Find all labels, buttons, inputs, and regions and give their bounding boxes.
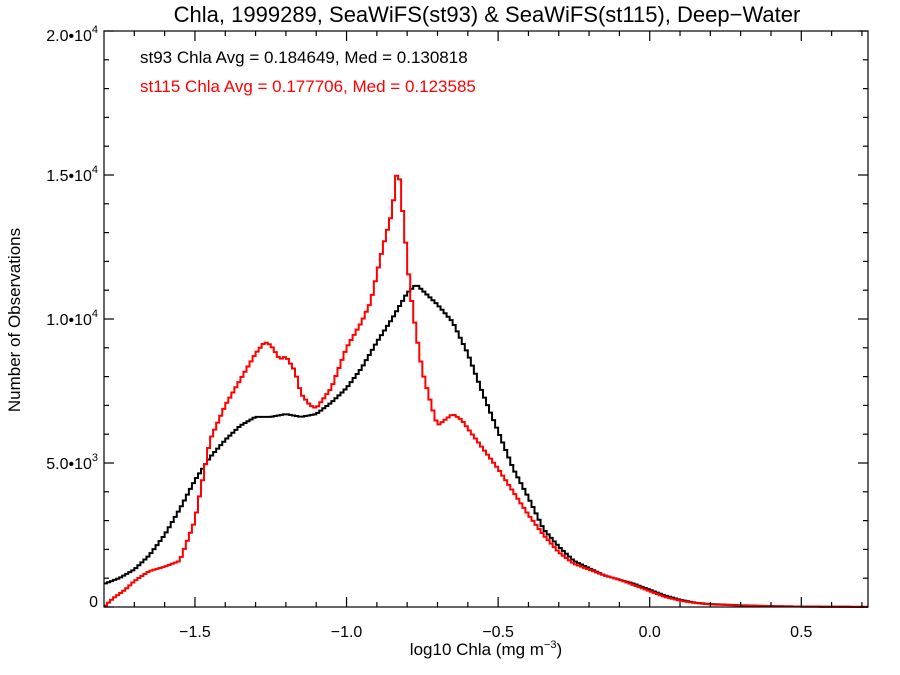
plot-area: −1.5 −1.0 −0.5 0.0 0.505.0•1031.0•1041.5•104… [46, 24, 869, 641]
x-axis-label-end: ) [557, 640, 563, 659]
y-tick-label-base: 2.0•10 [46, 28, 92, 45]
y-tick-label-base: 5.0•10 [46, 456, 92, 473]
x-tick-label: 0.0 [639, 624, 661, 641]
y-tick-label-exponent: 4 [92, 308, 98, 320]
histogram-series-1 [104, 174, 868, 608]
chart-title: Chla, 1999289, SeaWiFS(st93) & SeaWiFS(s… [174, 2, 801, 27]
y-tick-label: 1.0•104 [46, 308, 98, 329]
series-layer [104, 174, 868, 608]
y-tick-label-exponent: 4 [92, 24, 98, 36]
y-tick-label-base: 0 [89, 594, 98, 611]
x-axis-label: log10 Chla (mg m−3) [410, 639, 562, 659]
y-tick-label: 5.0•103 [46, 452, 98, 473]
y-tick-label-base: 1.0•10 [46, 312, 92, 329]
x-axis-label-main: log10 Chla (mg m [410, 640, 544, 659]
stats-annotation-st93: st93 Chla Avg = 0.184649, Med = 0.130818 [140, 48, 468, 67]
y-axis-label: Number of Observations [5, 228, 24, 412]
y-tick-label: 1.5•104 [46, 164, 98, 185]
plot-frame [103, 30, 869, 608]
y-tick-label-exponent: 3 [92, 452, 98, 464]
x-tick-label: −1.5 [179, 624, 211, 641]
y-tick-label-base: 1.5•10 [46, 168, 92, 185]
x-axis-label-sup: −3 [544, 639, 557, 651]
x-tick-label: −0.5 [482, 624, 514, 641]
y-tick-label-exponent: 4 [92, 164, 98, 176]
tick-layer: −1.5 −1.0 −0.5 0.0 0.505.0•1031.0•1041.5•104… [46, 24, 868, 641]
histogram-series-0 [104, 284, 868, 608]
stats-annotation-st115: st115 Chla Avg = 0.177706, Med = 0.12358… [140, 77, 476, 96]
x-tick-label: −1.0 [331, 624, 363, 641]
x-tick-label: 0.5 [790, 624, 812, 641]
y-tick-label: 0 [89, 594, 98, 611]
y-tick-label: 2.0•104 [46, 24, 98, 45]
